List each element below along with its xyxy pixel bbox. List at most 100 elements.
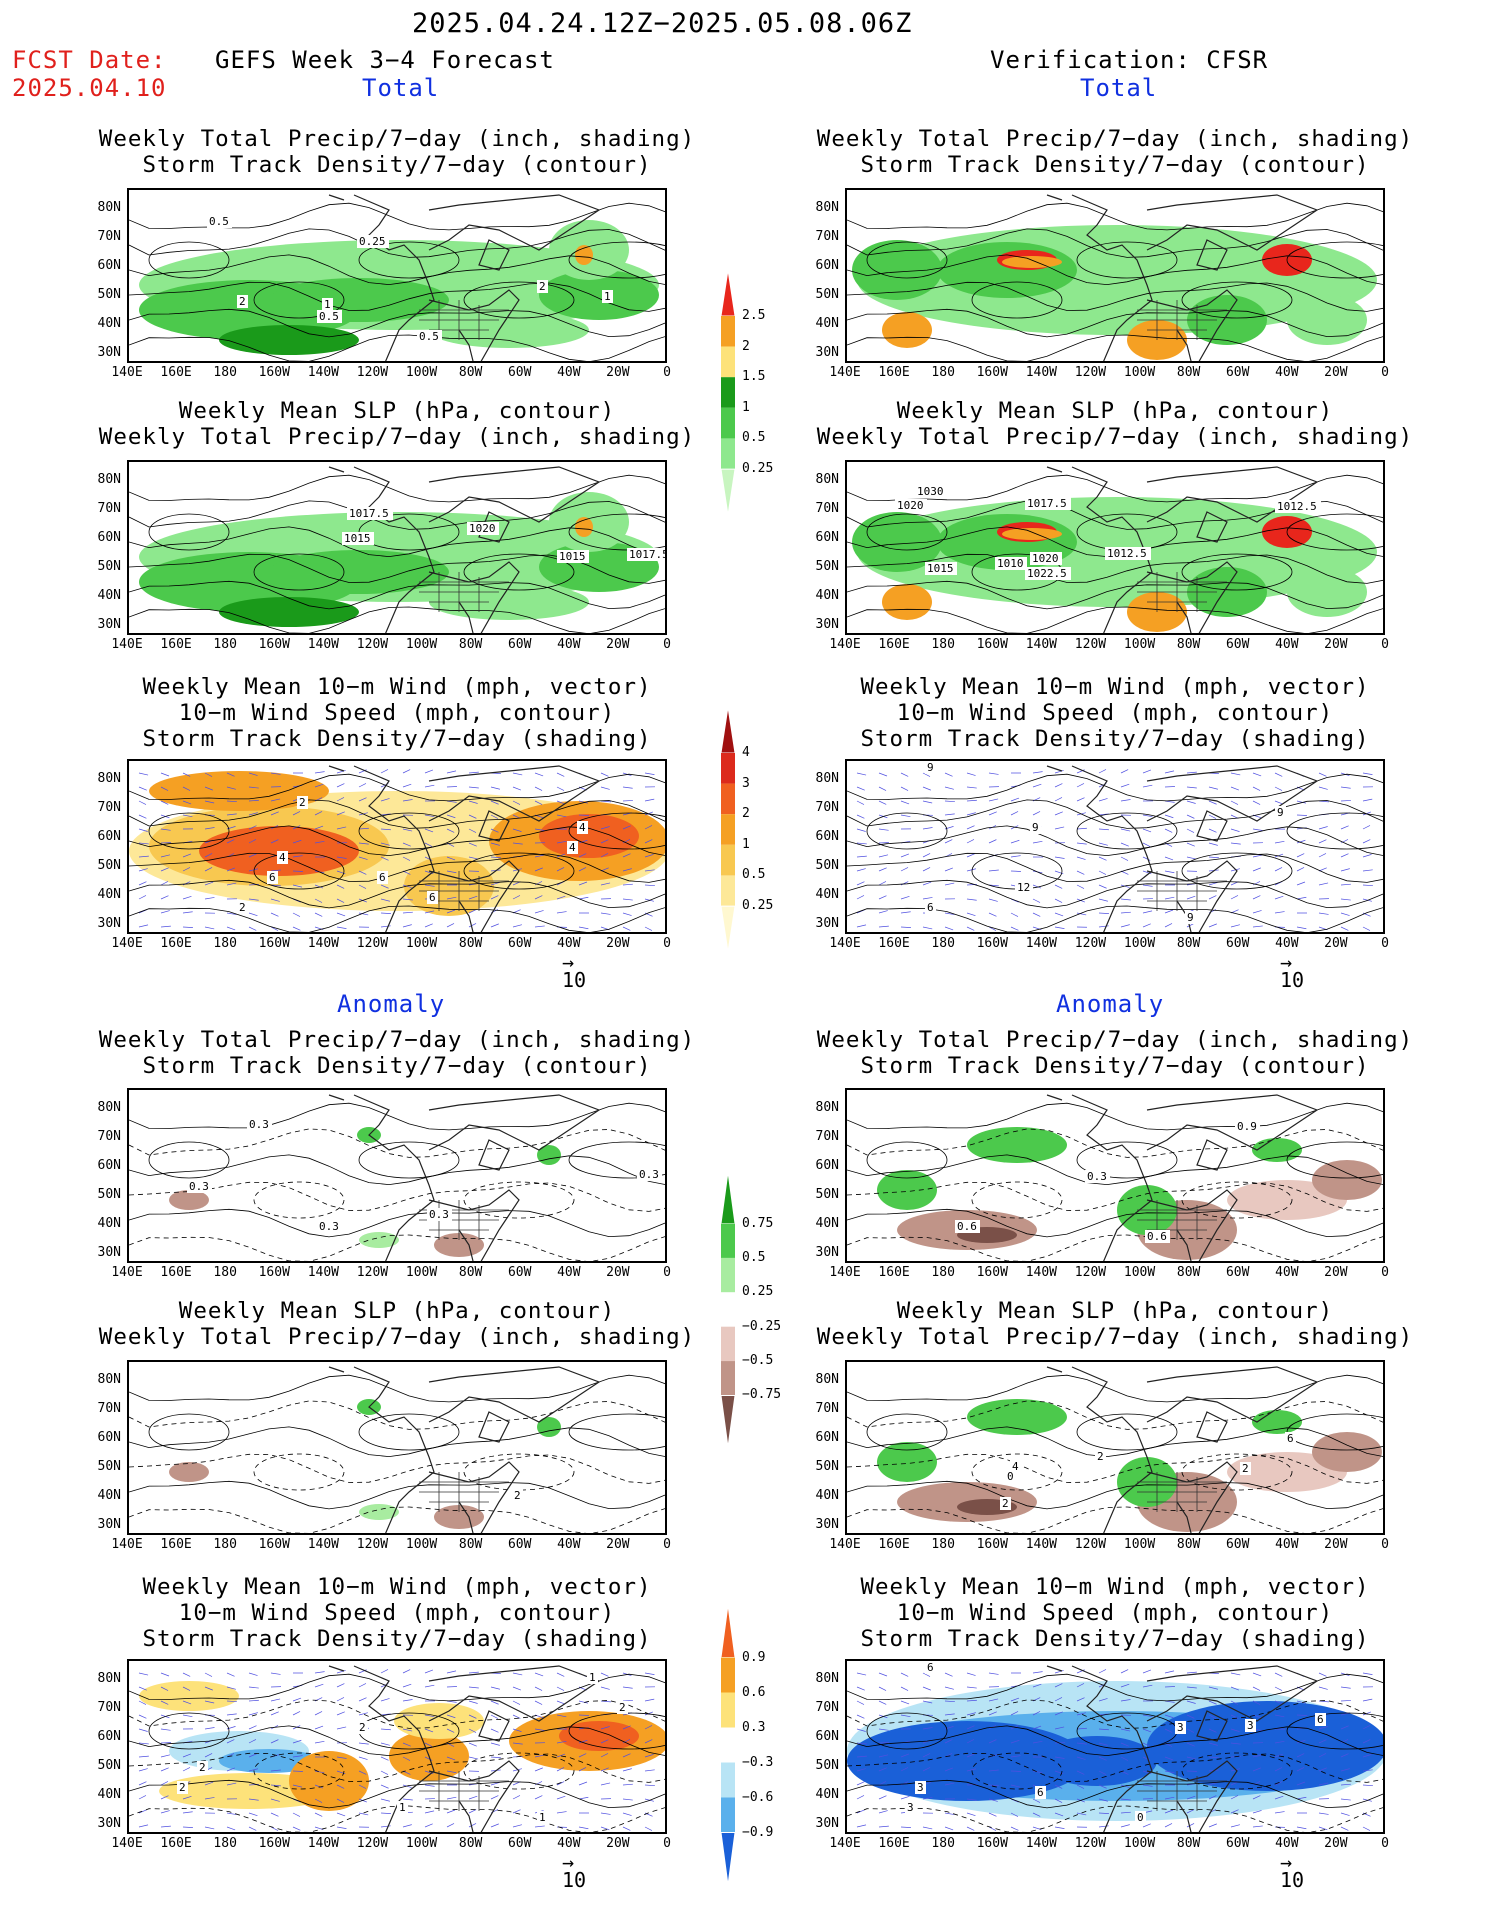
contour-label: 0.3: [319, 1220, 339, 1233]
lon-tick-label: 20W: [1324, 1836, 1348, 1851]
lat-tick-label: 60N: [97, 530, 121, 545]
map-plot: 0.9 0.3 0.6 0.6: [847, 1094, 1383, 1261]
lon-tick-label: 60W: [507, 637, 532, 652]
shading-region: [269, 550, 449, 594]
colorbar-precip-total: [718, 269, 758, 516]
lat-tick-label: 40N: [97, 1216, 121, 1231]
contour-label: 1030: [917, 485, 944, 498]
lon-tick-label: 140W: [307, 1537, 340, 1552]
contour-label: 0.9: [1237, 1120, 1257, 1133]
lon-tick-label: 160E: [878, 1537, 910, 1552]
lat-tick-label: 60N: [815, 829, 839, 844]
lon-tick-label: 160W: [258, 1836, 290, 1851]
panel-title-line: Weekly Mean 10−m Wind (mph, vector): [860, 1574, 1370, 1600]
lat-tick-label: 50N: [815, 287, 839, 302]
lon-tick-label: 60W: [1225, 365, 1250, 380]
lat-tick-label: 80N: [815, 1671, 839, 1686]
map-plot: 2: [129, 1366, 665, 1533]
lon-tick-label: 80W: [458, 1537, 483, 1552]
lon-tick-label: 160W: [258, 1265, 290, 1280]
lon-tick-label: 80W: [458, 365, 483, 380]
lon-tick-label: 40W: [1275, 637, 1299, 652]
lon-tick-label: 180: [213, 936, 237, 951]
shading-region: [537, 1145, 561, 1165]
contour-label: 1015: [559, 550, 586, 563]
right-total-label: Total: [1080, 74, 1158, 102]
lon-tick-label: 80W: [1176, 936, 1201, 951]
lat-tick-label: 50N: [815, 559, 839, 574]
colorbar-tick-label: 0.75: [742, 1215, 774, 1231]
left-column-title: GEFS Week 3−4 Forecast: [215, 46, 555, 74]
contour-label: 9: [927, 761, 934, 774]
lat-tick-label: 70N: [97, 1700, 121, 1715]
panel-title-line: Weekly Total Precip/7−day (inch, shading…: [816, 1027, 1414, 1053]
lat-tick-label: 70N: [815, 501, 839, 516]
lon-tick-label: 140E: [111, 637, 143, 652]
panel-title-line: Storm Track Density/7−day (contour): [860, 152, 1370, 178]
lon-tick-label: 120W: [356, 1537, 389, 1552]
colorbar-tick-label: 1.5: [742, 369, 766, 385]
colorbar-tick-label: −0.9: [742, 1824, 774, 1840]
shading-region: [359, 1232, 399, 1248]
shading-region: [559, 1721, 639, 1751]
contour-label: 1020: [469, 522, 496, 535]
panel-title-line: 10−m Wind Speed (mph, contour): [178, 700, 616, 726]
colorbar-tick-label: 0.25: [742, 461, 774, 477]
lon-tick-label: 120W: [356, 936, 389, 951]
lat-tick-label: 30N: [97, 617, 121, 632]
lon-tick-label: 100W: [1123, 936, 1156, 951]
contour-label: 1015: [344, 532, 371, 545]
lat-tick-label: 70N: [97, 501, 121, 516]
lat-tick-label: 60N: [815, 1729, 839, 1744]
colorbar-tick-label: 2.5: [742, 307, 766, 323]
panel-title-line: Storm Track Density/7−day (shading): [142, 1626, 652, 1652]
lat-tick-label: 30N: [815, 916, 839, 931]
lon-tick-label: 180: [213, 365, 237, 380]
lat-tick-label: 70N: [97, 800, 121, 815]
panel-title-line: Weekly Total Precip/7−day (inch, shading…: [98, 1027, 696, 1053]
lon-tick-label: 180: [213, 1836, 237, 1851]
map-plot: 6 40 2 2 2: [847, 1366, 1383, 1533]
lat-tick-label: 50N: [815, 1187, 839, 1202]
vector-reference-value: 10: [1280, 968, 1305, 992]
contour-label: 2: [1242, 1462, 1249, 1475]
lon-tick-label: 40W: [1275, 1836, 1299, 1851]
contour-label: 6: [429, 891, 436, 904]
contour-label: 1022.5: [1027, 567, 1067, 580]
lon-tick-label: 60W: [507, 1836, 532, 1851]
lon-tick-label: 140E: [111, 1537, 143, 1552]
shading-region: [1312, 1160, 1382, 1200]
lat-tick-label: 60N: [97, 829, 121, 844]
colorbar-tick-label: 0.5: [742, 430, 766, 446]
lat-tick-label: 60N: [815, 1430, 839, 1445]
panel-title-line: Weekly Mean SLP (hPa, contour): [896, 398, 1334, 424]
shading-region: [1287, 567, 1367, 617]
contour-label: 6: [1037, 1786, 1044, 1799]
lat-tick-label: 60N: [97, 1158, 121, 1173]
shading-region: [1252, 1410, 1302, 1434]
lon-tick-label: 180: [931, 1836, 955, 1851]
lon-tick-label: 20W: [1324, 1537, 1348, 1552]
lat-tick-label: 40N: [815, 887, 839, 902]
lat-tick-label: 40N: [97, 316, 121, 331]
panel-title-line: Weekly Total Precip/7−day (inch, shading…: [816, 424, 1414, 450]
contour-label: 2: [514, 1489, 521, 1502]
lon-tick-label: 100W: [405, 365, 438, 380]
lon-tick-label: 100W: [405, 1836, 438, 1851]
lon-tick-label: 140E: [829, 1836, 861, 1851]
lon-tick-label: 140W: [1025, 637, 1058, 652]
lon-tick-label: 160W: [976, 1537, 1008, 1552]
lat-tick-label: 40N: [97, 1488, 121, 1503]
contour-label: 3: [907, 1801, 914, 1814]
map-panel-f-total-precip: 0.5 0.25 2 1 0.5 2 1 0.5: [127, 188, 667, 363]
lon-tick-label: 180: [931, 936, 955, 951]
lat-tick-label: 30N: [815, 345, 839, 360]
map-plot: 0.3 0.3 0.3 0.3 0.3: [129, 1094, 665, 1261]
shading-region: [1287, 295, 1367, 345]
shading-region: [394, 1703, 484, 1739]
lon-tick-label: 40W: [557, 1537, 581, 1552]
colorbar-tick-label: 1: [742, 836, 750, 852]
